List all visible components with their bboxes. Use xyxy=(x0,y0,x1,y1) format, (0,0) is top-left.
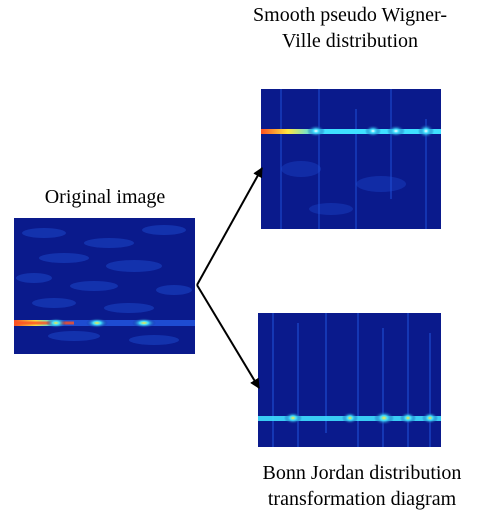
arrow-to-spwvd xyxy=(196,167,263,286)
arrow-to-bonn-jordan xyxy=(196,284,260,389)
bonn-jordan-caption-line-2: transformation diagram xyxy=(267,488,457,510)
bonn-jordan-caption-line-1: Bonn Jordan distribution xyxy=(262,462,462,484)
bonn-jordan-caption: Bonn Jordan distribution transformation … xyxy=(236,460,488,512)
bonn-jordan-heatmap xyxy=(258,313,441,447)
spwvd-panel xyxy=(261,89,441,229)
bonn-jordan-panel xyxy=(258,313,441,447)
spwvd-caption: Smooth pseudo Wigner- Ville distribution xyxy=(212,2,488,54)
original-image-caption: Original image xyxy=(44,186,166,208)
spwvd-caption-line-1: Smooth pseudo Wigner- xyxy=(253,4,447,26)
spwvd-caption-line-2: Ville distribution xyxy=(281,30,418,52)
original-image-panel xyxy=(14,218,195,354)
original-heatmap xyxy=(14,218,195,354)
spwvd-heatmap xyxy=(261,89,441,229)
